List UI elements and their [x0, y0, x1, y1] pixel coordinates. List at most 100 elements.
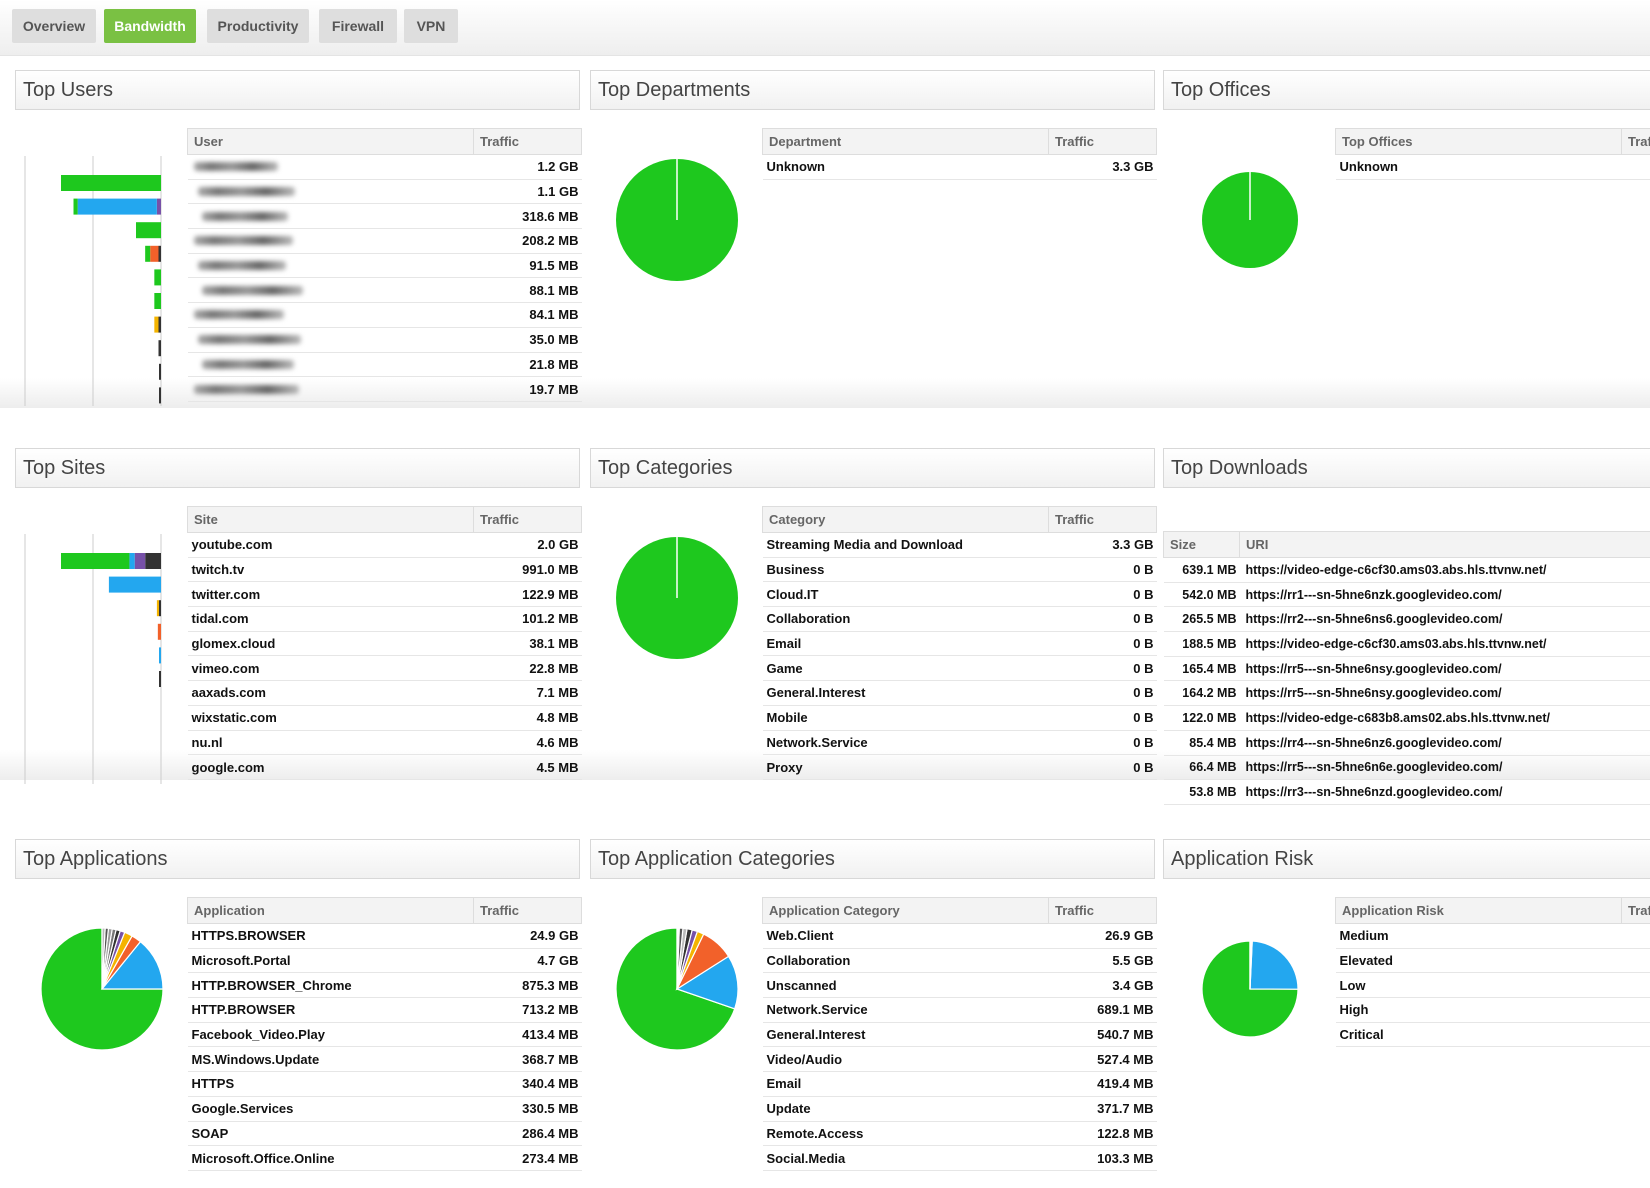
- table-row[interactable]: 88.1 MB: [187, 277, 582, 304]
- table-row[interactable]: 208.2 MB: [187, 228, 582, 254]
- table-row[interactable]: Proxy 0 B: [762, 754, 1157, 780]
- table-row[interactable]: 53.8 MB https://rr3---sn-5hne6nzd.googlev…: [1163, 779, 1650, 805]
- table-row[interactable]: Network.Service 0 B: [762, 730, 1157, 756]
- table-row[interactable]: Microsoft.Portal 4.7 GB: [187, 948, 582, 974]
- cell-label: HTTPS.BROWSER: [187, 923, 474, 949]
- table-row[interactable]: Social.Media 103.3 MB: [762, 1145, 1157, 1171]
- table-row[interactable]: HTTPS.BROWSER 24.9 GB: [187, 923, 582, 949]
- table-row[interactable]: twitch.tv 991.0 MB: [187, 557, 582, 583]
- table-row[interactable]: aaxads.com 7.1 MB: [187, 680, 582, 706]
- table-row[interactable]: nu.nl 4.6 MB: [187, 730, 582, 756]
- cell-value: 0 B: [1048, 631, 1157, 657]
- table-row[interactable]: twitter.com 122.9 MB: [187, 581, 582, 608]
- bar-segment-user10: [159, 387, 161, 404]
- redacted-username: [201, 285, 303, 295]
- tab-firewall[interactable]: Firewall: [319, 9, 397, 43]
- cell-label: aaxads.com: [187, 680, 474, 706]
- table-row[interactable]: glomex.cloud 38.1 MB: [187, 631, 582, 657]
- table-row[interactable]: 91.5 MB: [187, 253, 582, 279]
- tab-bandwidth[interactable]: Bandwidth: [104, 9, 196, 43]
- table-row[interactable]: 122.0 MB https://video-edge-c683b8.ams02.…: [1163, 705, 1650, 731]
- table-row[interactable]: Google.Services 330.5 MB: [187, 1096, 582, 1122]
- table-row[interactable]: Game 0 B: [762, 655, 1157, 682]
- column-header-site[interactable]: Site: [187, 506, 474, 533]
- table-row[interactable]: Elevated8.6 GB: [1335, 948, 1650, 974]
- column-header-traffic[interactable]: Traffic: [473, 897, 582, 924]
- column-header-application-category[interactable]: Application Category: [762, 897, 1049, 924]
- table-row[interactable]: 66.4 MB https://rr5---sn-5hne6n6e.googlev…: [1163, 755, 1650, 781]
- cell-value: https://rr2---sn-5hne6ns6.googlevideo.co…: [1239, 606, 1650, 633]
- table-row[interactable]: vimeo.com 22.8 MB: [187, 655, 582, 682]
- table-row[interactable]: Unknown42.1 GB: [1335, 154, 1650, 180]
- table-row[interactable]: Mobile 0 B: [762, 705, 1157, 731]
- table-row[interactable]: Video/Audio 527.4 MB: [762, 1046, 1157, 1073]
- column-header-traffic[interactable]: Traffic: [1048, 128, 1157, 155]
- table-row[interactable]: 35.0 MB: [187, 327, 582, 353]
- table-row[interactable]: Network.Service 689.1 MB: [762, 997, 1157, 1023]
- cell-value: 35.0 MB: [473, 327, 582, 353]
- bar-segment-glomex-cloud: [159, 647, 161, 664]
- table-row[interactable]: 85.4 MB https://rr4---sn-5hne6nz6.googlev…: [1163, 730, 1650, 756]
- column-header-size[interactable]: Size: [1163, 531, 1240, 558]
- table-row[interactable]: Unscanned 3.4 GB: [762, 972, 1157, 999]
- table-row[interactable]: Remote.Access 122.8 MB: [762, 1121, 1157, 1147]
- table-row[interactable]: Email 419.4 MB: [762, 1071, 1157, 1097]
- table-row[interactable]: 1.1 GB: [187, 179, 582, 205]
- table-row[interactable]: google.com 4.5 MB: [187, 754, 582, 780]
- column-header-traffic[interactable]: Traffic: [1048, 506, 1157, 533]
- table-row[interactable]: Cloud.IT 0 B: [762, 581, 1157, 608]
- table-row[interactable]: Facebook_Video.Play 413.4 MB: [187, 1022, 582, 1048]
- table-row[interactable]: Streaming Media and Download 3.3 GB: [762, 532, 1157, 558]
- column-header-top-offices[interactable]: Top Offices: [1335, 128, 1622, 155]
- table-row[interactable]: 19.7 MB: [187, 376, 582, 402]
- table-row[interactable]: 542.0 MB https://rr1---sn-5hne6nzk.google…: [1163, 582, 1650, 608]
- table-row[interactable]: Collaboration 0 B: [762, 606, 1157, 632]
- table-row[interactable]: Email 0 B: [762, 631, 1157, 657]
- table-row[interactable]: Low137.4 MB: [1335, 972, 1650, 999]
- table-row[interactable]: HTTPS 340.4 MB: [187, 1071, 582, 1097]
- table-row[interactable]: Update 371.7 MB: [762, 1096, 1157, 1122]
- table-row[interactable]: MS.Windows.Update 368.7 MB: [187, 1046, 582, 1073]
- table-row[interactable]: Medium26.5 GB: [1335, 923, 1650, 949]
- bar-chart: [24, 156, 162, 406]
- column-header-traffic[interactable]: Traffic: [473, 506, 582, 533]
- table-row[interactable]: Critical270.1 KB: [1335, 1022, 1650, 1048]
- table-row[interactable]: General.Interest 0 B: [762, 680, 1157, 706]
- table-row[interactable]: wixstatic.com 4.8 MB: [187, 705, 582, 731]
- table-row[interactable]: Web.Client 26.9 GB: [762, 923, 1157, 949]
- table-row[interactable]: SOAP 286.4 MB: [187, 1121, 582, 1147]
- table-row[interactable]: Unknown 3.3 GB: [762, 154, 1157, 180]
- table-row[interactable]: tidal.com 101.2 MB: [187, 606, 582, 632]
- table-row[interactable]: HTTP.BROWSER_Chrome 875.3 MB: [187, 972, 582, 999]
- table-row[interactable]: youtube.com 2.0 GB: [187, 532, 582, 558]
- column-header-user[interactable]: User: [187, 128, 474, 155]
- table-row[interactable]: 265.5 MB https://rr2---sn-5hne6ns6.google…: [1163, 606, 1650, 633]
- table-row[interactable]: 1.2 GB: [187, 154, 582, 180]
- table-row[interactable]: Business 0 B: [762, 557, 1157, 583]
- table-row[interactable]: 639.1 MB https://video-edge-c6cf30.ams03.…: [1163, 557, 1650, 583]
- table-row[interactable]: 84.1 MB: [187, 302, 582, 328]
- column-header-uri[interactable]: URI: [1239, 531, 1650, 558]
- table-row[interactable]: HTTP.BROWSER 713.2 MB: [187, 997, 582, 1023]
- column-header-traffic[interactable]: Traffic: [1048, 897, 1157, 924]
- column-header-traffic[interactable]: Traffic: [1621, 897, 1650, 924]
- column-header-department[interactable]: Department: [762, 128, 1049, 155]
- tab-productivity[interactable]: Productivity: [207, 9, 309, 43]
- table-row[interactable]: 188.5 MB https://video-edge-c6cf30.ams03.…: [1163, 631, 1650, 657]
- column-header-application-risk[interactable]: Application Risk: [1335, 897, 1622, 924]
- table-row[interactable]: 21.8 MB: [187, 352, 582, 378]
- table-row[interactable]: High122.8 MB: [1335, 997, 1650, 1023]
- column-header-category[interactable]: Category: [762, 506, 1049, 533]
- table-row[interactable]: 164.2 MB https://rr5---sn-5hne6nsy.google…: [1163, 680, 1650, 707]
- column-header-traffic[interactable]: Traffic: [1621, 128, 1650, 155]
- table-row[interactable]: General.Interest 540.7 MB: [762, 1022, 1157, 1048]
- tab-vpn[interactable]: VPN: [404, 9, 458, 43]
- table-row[interactable]: Collaboration 5.5 GB: [762, 948, 1157, 974]
- column-header-application[interactable]: Application: [187, 897, 474, 924]
- data-table: Department Traffic Unknown 3.3 GB: [762, 128, 1157, 180]
- table-row[interactable]: Microsoft.Office.Online 273.4 MB: [187, 1145, 582, 1171]
- column-header-traffic[interactable]: Traffic: [473, 128, 582, 155]
- table-row[interactable]: 165.4 MB https://rr5---sn-5hne6nsy.google…: [1163, 656, 1650, 682]
- tab-overview[interactable]: Overview: [12, 9, 96, 43]
- table-row[interactable]: 318.6 MB: [187, 203, 582, 230]
